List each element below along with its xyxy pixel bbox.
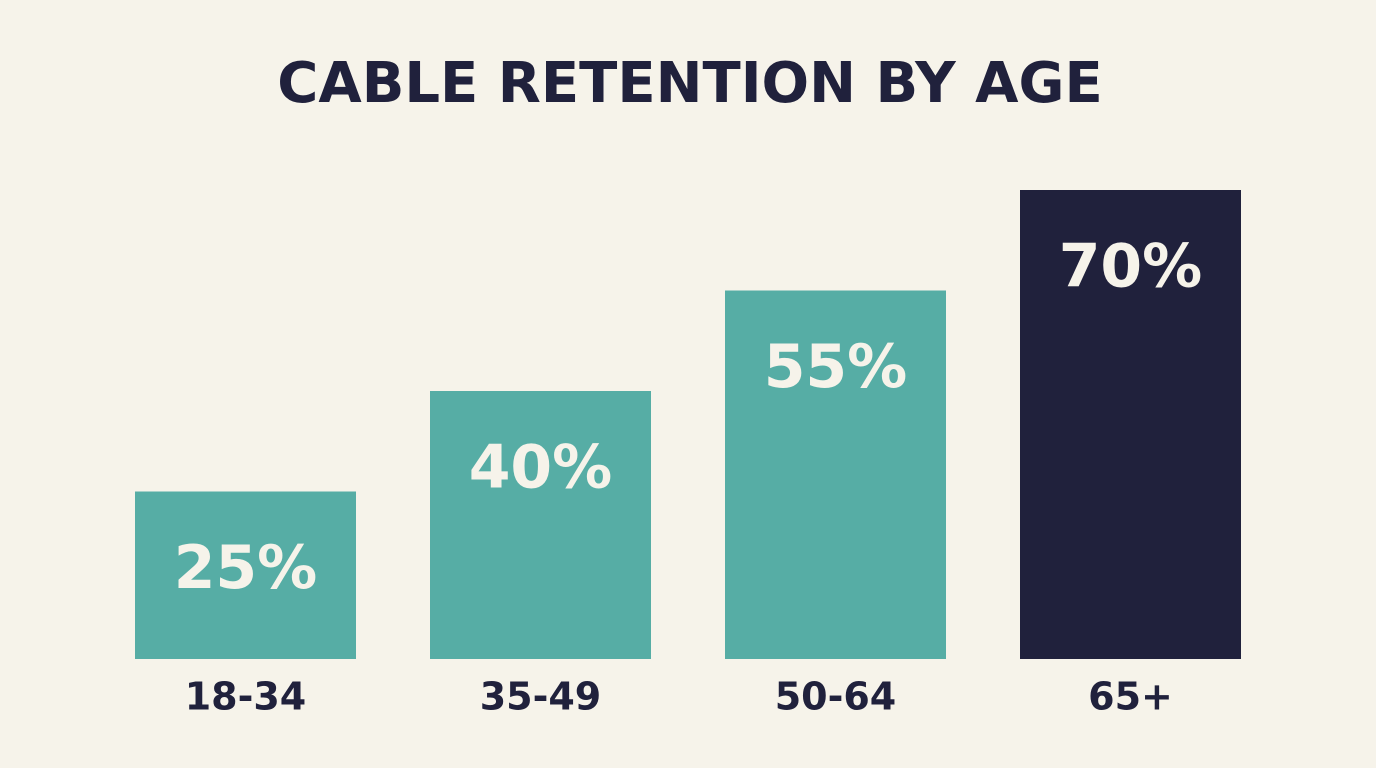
bar <box>135 491 356 659</box>
x-tick-label: 65+ <box>1088 675 1173 719</box>
chart-title: CABLE RETENTION BY AGE <box>277 51 1102 116</box>
value-label: 40% <box>469 433 613 503</box>
bar <box>430 391 651 659</box>
value-label: 70% <box>1059 232 1203 302</box>
value-label: 55% <box>764 332 908 402</box>
x-tick-label: 18-34 <box>185 675 307 719</box>
value-label: 25% <box>174 533 318 603</box>
bar <box>725 290 946 659</box>
x-tick-label: 50-64 <box>775 675 897 719</box>
x-tick-label: 35-49 <box>480 675 602 719</box>
bar <box>1020 190 1241 659</box>
